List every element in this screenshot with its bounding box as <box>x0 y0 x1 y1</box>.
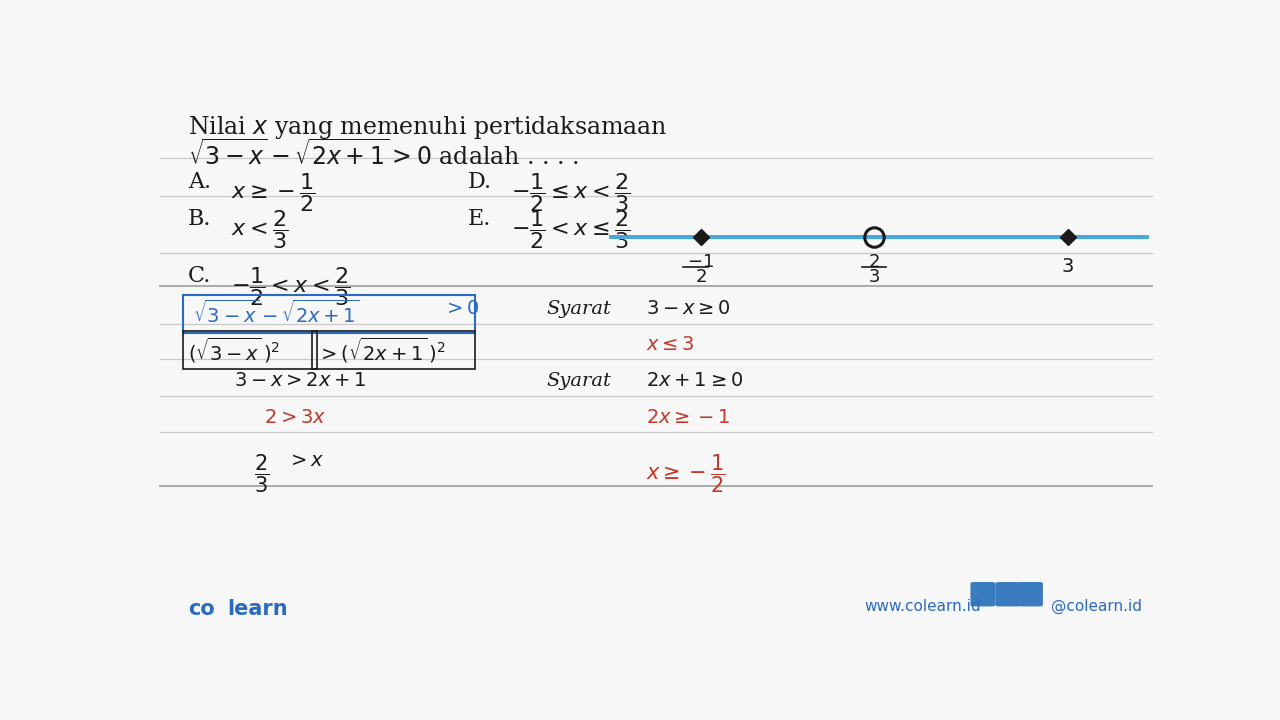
Text: $x \geq -\dfrac{1}{2}$: $x \geq -\dfrac{1}{2}$ <box>646 452 726 495</box>
Text: C.: C. <box>188 265 211 287</box>
Text: www.colearn.id: www.colearn.id <box>864 599 980 614</box>
Text: $\dfrac{2}{3}$: $\dfrac{2}{3}$ <box>255 452 270 495</box>
FancyBboxPatch shape <box>1018 582 1043 606</box>
Text: A.: A. <box>188 171 211 193</box>
FancyBboxPatch shape <box>970 582 996 606</box>
Text: $2x + 1 \geq 0$: $2x + 1 \geq 0$ <box>646 372 744 390</box>
Text: $3 - x \geq 0$: $3 - x \geq 0$ <box>646 300 731 318</box>
Text: $> (\sqrt{2x+1}\,)^2$: $> (\sqrt{2x+1}\,)^2$ <box>316 336 445 365</box>
Text: $(\sqrt{3-x}\,)^2$: $(\sqrt{3-x}\,)^2$ <box>188 336 280 365</box>
Text: $2 > 3x$: $2 > 3x$ <box>264 409 326 427</box>
Text: B.: B. <box>188 208 211 230</box>
Text: $x \geq -\dfrac{1}{2}$: $x \geq -\dfrac{1}{2}$ <box>232 171 316 214</box>
Text: D.: D. <box>467 171 492 193</box>
Text: $x < \dfrac{2}{3}$: $x < \dfrac{2}{3}$ <box>232 208 288 251</box>
Text: $2x \geq -1$: $2x \geq -1$ <box>646 409 731 427</box>
Text: $-1$: $-1$ <box>687 253 714 271</box>
Text: co: co <box>188 599 215 619</box>
Text: Nilai $x$ yang memenuhi pertidaksamaan: Nilai $x$ yang memenuhi pertidaksamaan <box>188 114 667 141</box>
FancyBboxPatch shape <box>996 582 1020 606</box>
Text: $3 - x > 2x + 1$: $3 - x > 2x + 1$ <box>234 372 367 390</box>
Text: $\sqrt{3-x} - \sqrt{2x+1} > 0$ adalah . . . .: $\sqrt{3-x} - \sqrt{2x+1} > 0$ adalah . … <box>188 139 579 170</box>
Text: Syarat: Syarat <box>547 300 612 318</box>
Text: $x \leq 3$: $x \leq 3$ <box>646 336 695 354</box>
Text: $-\dfrac{1}{2} < x < \dfrac{2}{3}$: $-\dfrac{1}{2} < x < \dfrac{2}{3}$ <box>232 265 351 308</box>
Text: learn: learn <box>228 599 288 619</box>
Text: $> 0$: $> 0$ <box>443 300 480 318</box>
Text: $-\dfrac{1}{2} < x \leq \dfrac{2}{3}$: $-\dfrac{1}{2} < x \leq \dfrac{2}{3}$ <box>511 208 631 251</box>
Text: $-\dfrac{1}{2} \leq x < \dfrac{2}{3}$: $-\dfrac{1}{2} \leq x < \dfrac{2}{3}$ <box>511 171 631 214</box>
Text: $3$: $3$ <box>868 268 881 286</box>
Text: $3$: $3$ <box>1061 258 1074 276</box>
Text: Syarat: Syarat <box>547 372 612 390</box>
Text: $> x$: $> x$ <box>287 452 325 470</box>
Text: @colearn.id: @colearn.id <box>1051 599 1142 614</box>
Text: $2$: $2$ <box>868 253 881 271</box>
Text: $2$: $2$ <box>695 268 707 286</box>
Text: $\sqrt{3-x} - \sqrt{2x+1}$: $\sqrt{3-x} - \sqrt{2x+1}$ <box>193 300 360 327</box>
Text: E.: E. <box>467 208 492 230</box>
